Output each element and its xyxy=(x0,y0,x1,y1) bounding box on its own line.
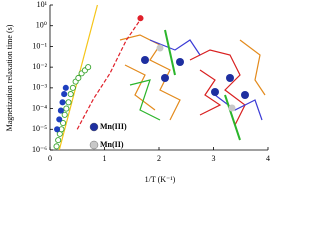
data-point xyxy=(57,107,64,114)
data-point xyxy=(61,91,68,98)
y-tick-label: 10⁻¹ xyxy=(32,41,47,50)
y-tick-label: 10⁻⁴ xyxy=(32,103,47,112)
x-tick-label: 4 xyxy=(266,154,270,163)
x-tick-label: 0 xyxy=(48,154,52,163)
data-point xyxy=(85,64,92,71)
data-point xyxy=(61,111,68,118)
data-point xyxy=(67,91,74,98)
legend-sphere xyxy=(89,140,99,150)
y-tick-label: 10⁻² xyxy=(32,62,47,71)
legend-label: Mn(III) xyxy=(100,122,127,131)
data-point xyxy=(59,99,66,106)
x-tick-label: 1 xyxy=(103,154,107,163)
data-point xyxy=(53,143,60,150)
data-point xyxy=(65,99,72,106)
data-point xyxy=(75,74,82,82)
data-point xyxy=(63,105,70,112)
legend-label: Mn(II) xyxy=(100,140,124,149)
y-tick-label: 10⁻⁶ xyxy=(32,145,47,154)
data-point xyxy=(60,120,67,127)
y-tick-label: 10⁻⁵ xyxy=(32,124,47,133)
chart: 1/T (K⁻¹) Magnetization relaxation time … xyxy=(5,0,270,184)
series-line xyxy=(76,19,141,130)
y-tick-label: 10¹ xyxy=(37,0,48,9)
x-tick-label: 2 xyxy=(157,154,161,163)
data-point xyxy=(56,116,63,123)
data-point xyxy=(137,15,144,22)
x-axis-label: 1/T (K⁻¹) xyxy=(145,175,176,184)
molecule-illustration xyxy=(119,29,266,141)
y-tick-label: 10⁰ xyxy=(36,21,47,30)
y-tick-label: 10⁻³ xyxy=(32,83,47,92)
data-point xyxy=(54,126,61,133)
data-point xyxy=(69,84,76,91)
data-point xyxy=(62,84,69,91)
legend-sphere xyxy=(89,122,99,132)
y-axis-label: Magnetization relaxation time (s) xyxy=(5,24,14,131)
data-point xyxy=(55,137,62,144)
x-tick-label: 3 xyxy=(212,154,216,163)
